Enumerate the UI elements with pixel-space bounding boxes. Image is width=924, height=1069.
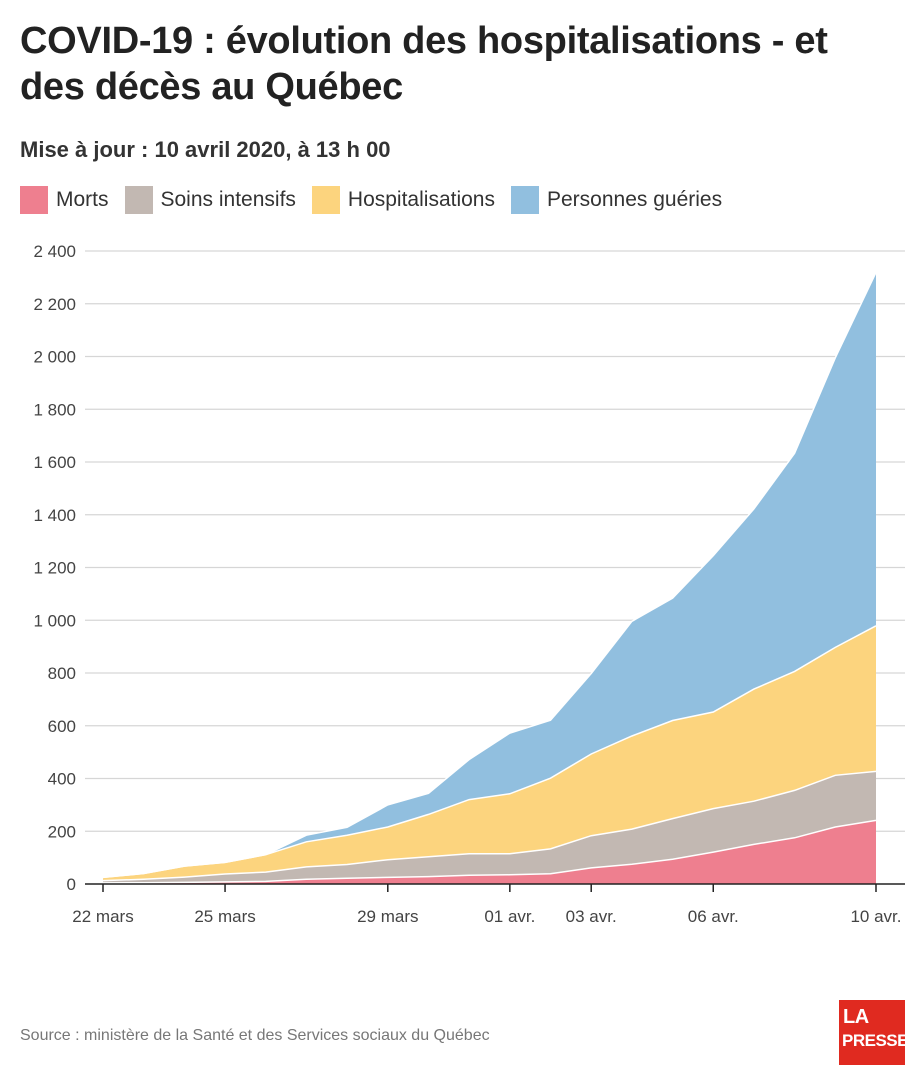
x-tick-label: 22 mars xyxy=(72,907,133,926)
logo-line-presse: PRESSE xyxy=(842,1031,908,1050)
legend-item-hospitalisations: Hospitalisations xyxy=(311,186,495,214)
legend-swatch-hospitalisations xyxy=(311,186,340,214)
stacked-area-chart: 0 200 400 600 800 1 000 1 200 1 400 1 600 1 800 2 … xyxy=(33,242,905,926)
y-tick-label: 1 400 xyxy=(33,506,76,525)
y-tick-labels: 0 200 400 600 800 1 000 1 200 1 400 1 600 1 800 2 … xyxy=(33,242,76,894)
series-top-line xyxy=(102,770,877,882)
x-tick-label: 06 avr. xyxy=(688,907,739,926)
y-tick-label: 2 000 xyxy=(33,348,76,367)
area-morts xyxy=(103,820,876,884)
y-tick-label: 1 800 xyxy=(33,400,76,419)
legend-item-morts: Morts xyxy=(20,186,109,214)
legend-label-personnes-gueries: Personnes guéries xyxy=(546,188,723,211)
legend-swatch-morts xyxy=(20,186,48,214)
series-top-line xyxy=(102,819,877,884)
y-tick-label: 0 xyxy=(67,875,76,894)
legend-label-hospitalisations: Hospitalisations xyxy=(347,188,495,211)
x-tick-labels: 22 mars 25 mars 29 mars 01 avr. 03 avr. 06 av… xyxy=(72,907,901,926)
y-tick-label: 1 600 xyxy=(33,453,76,472)
legend-label-morts: Morts xyxy=(56,188,109,211)
area-soins-intensifs xyxy=(103,771,876,883)
y-tick-label: 200 xyxy=(48,822,76,841)
la-presse-logo: LA PRESSE xyxy=(839,1000,908,1065)
y-gridlines xyxy=(85,250,905,832)
legend-item-personnes-gueries: Personnes guéries xyxy=(510,186,723,214)
x-tick-label: 25 mars xyxy=(194,907,255,926)
legend-label-soins-intensifs: Soins intensifs xyxy=(160,188,296,211)
source-note: Source : ministère de la Santé et des Se… xyxy=(20,1027,490,1044)
legend-swatch-personnes-gueries xyxy=(510,186,539,214)
logo-line-la: LA xyxy=(843,1006,869,1028)
x-tick-label: 03 avr. xyxy=(566,907,617,926)
y-tick-label: 1 200 xyxy=(33,559,76,578)
legend-swatch-soins-intensifs xyxy=(124,186,153,214)
series-areas xyxy=(103,272,876,884)
series-top-line xyxy=(102,272,877,879)
area-hospitalisations xyxy=(103,625,876,881)
x-tick-label: 29 mars xyxy=(357,907,418,926)
series-boundary-lines xyxy=(102,272,877,884)
y-tick-label: 800 xyxy=(48,664,76,683)
area-personnes-gu-ries xyxy=(103,272,876,878)
x-tick-label: 10 avr. xyxy=(850,907,901,926)
legend: Morts Soins intensifs Hospitalisations P… xyxy=(20,186,738,214)
y-tick-label: 400 xyxy=(48,770,76,789)
x-tick-label: 01 avr. xyxy=(484,907,535,926)
y-tick-label: 600 xyxy=(48,717,76,736)
chart-title: COVID-19 : évolution des hospitalisation… xyxy=(20,20,828,108)
update-subtitle: Mise à jour : 10 avril 2020, à 13 h 00 xyxy=(20,137,391,162)
legend-item-soins-intensifs: Soins intensifs xyxy=(124,186,296,214)
y-tick-label: 2 200 xyxy=(33,295,76,314)
y-tick-label: 1 000 xyxy=(33,611,76,630)
y-tick-label: 2 400 xyxy=(33,242,76,261)
x-axis xyxy=(85,883,905,892)
